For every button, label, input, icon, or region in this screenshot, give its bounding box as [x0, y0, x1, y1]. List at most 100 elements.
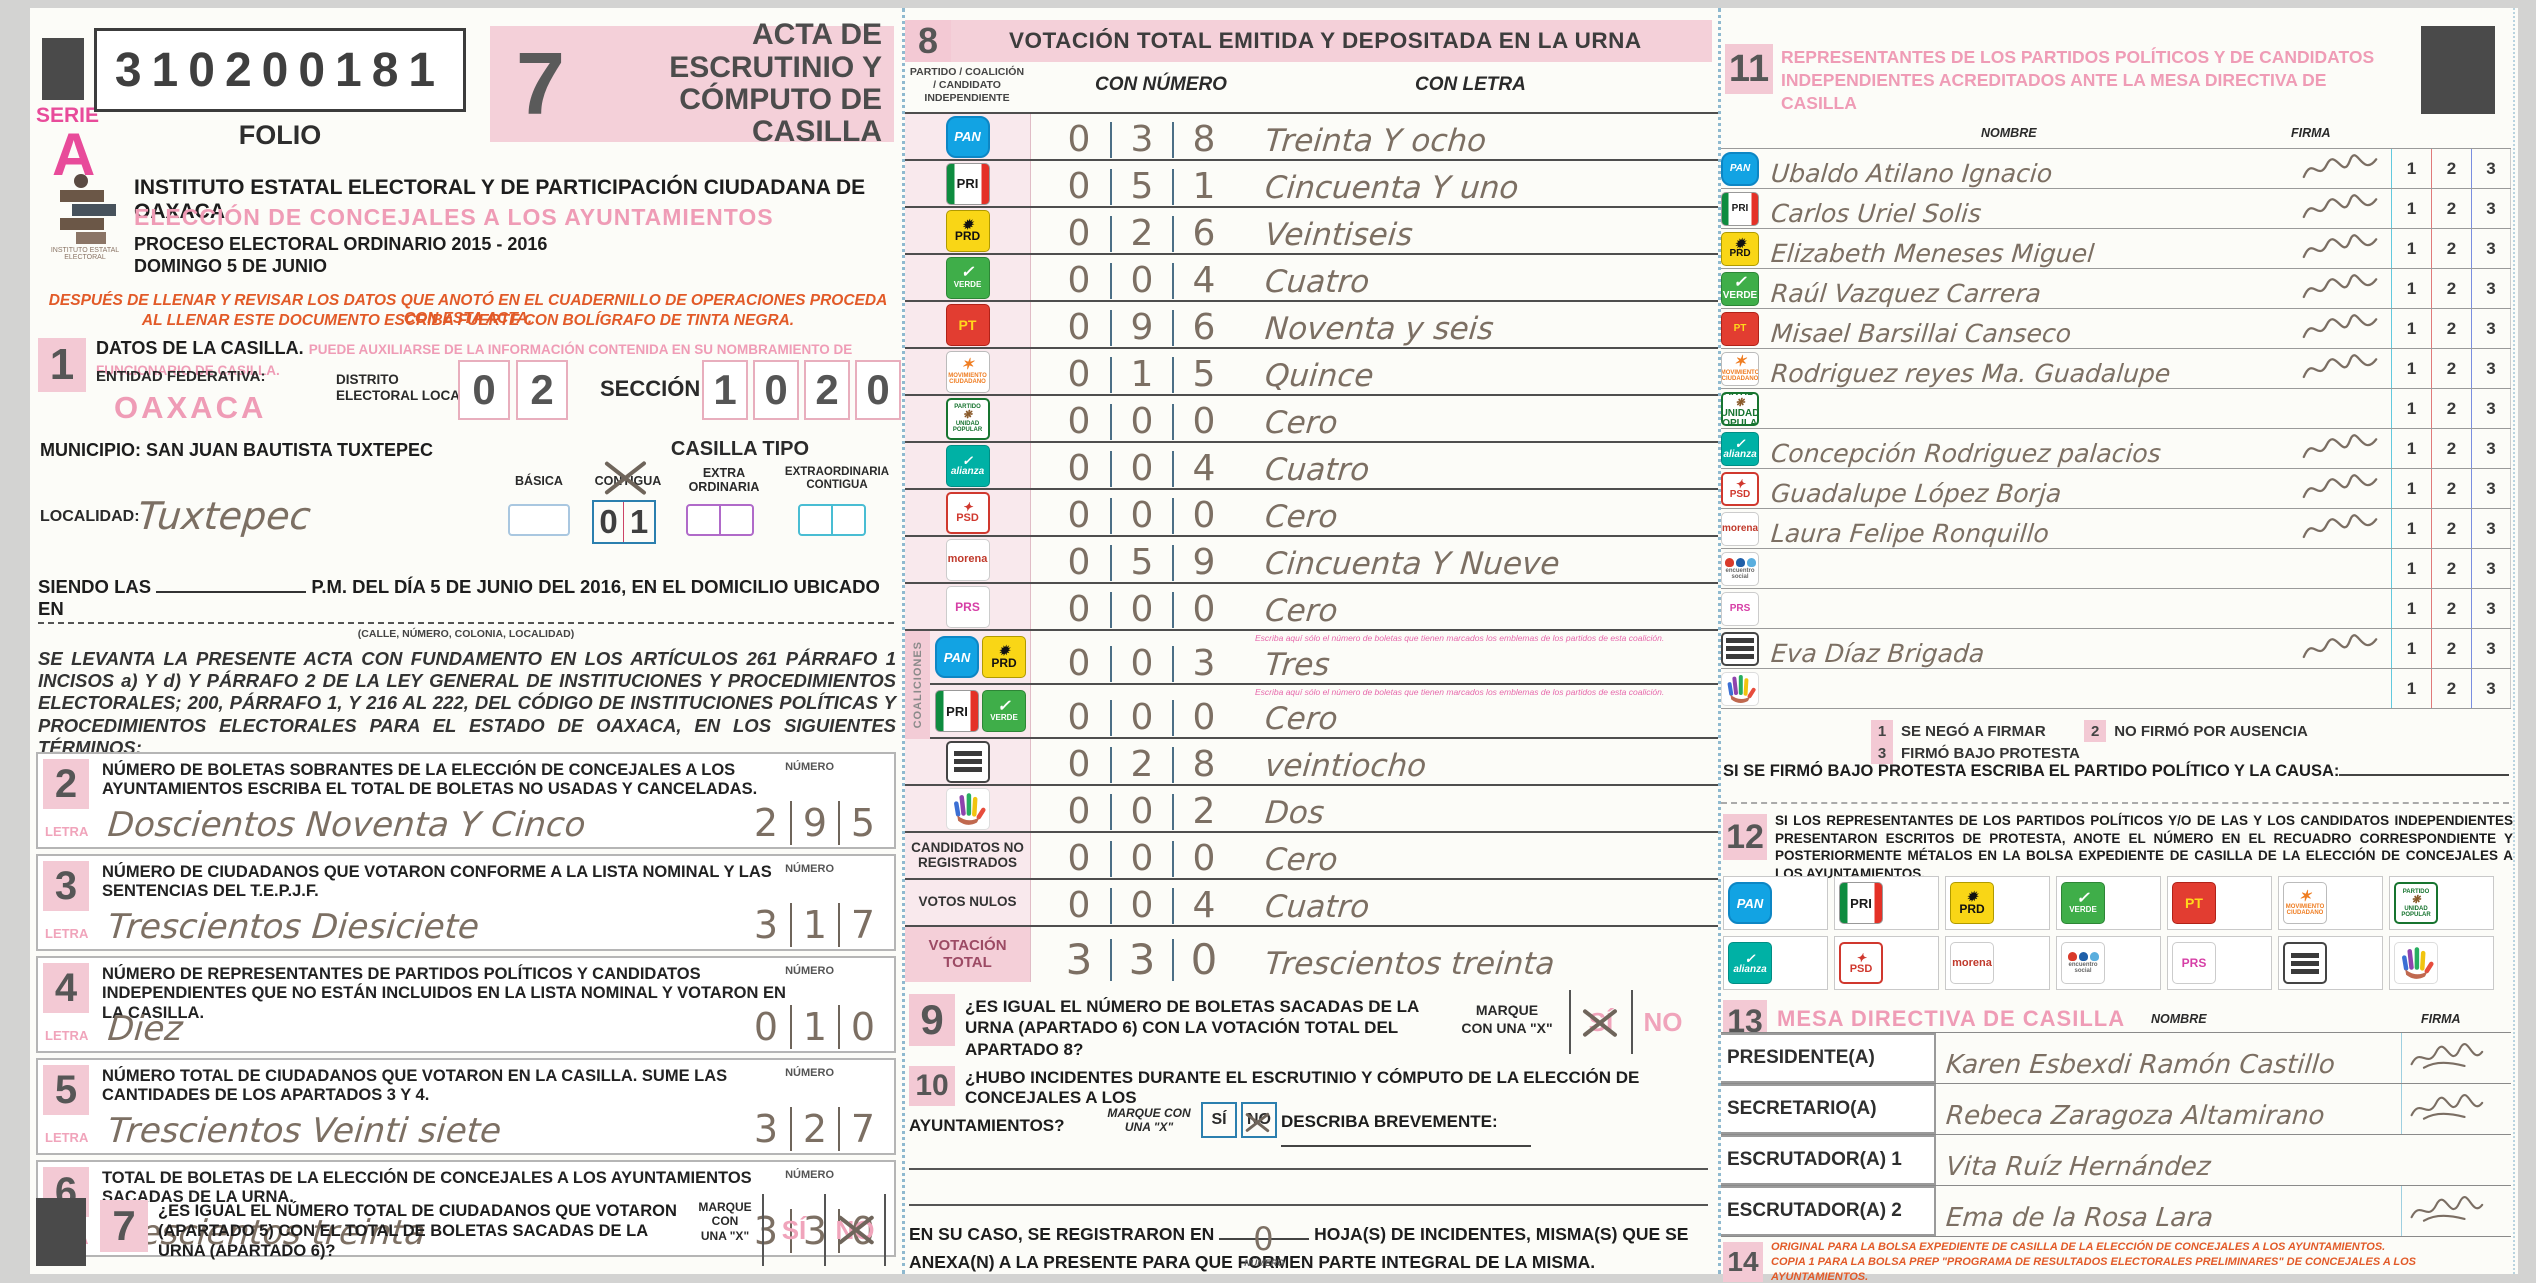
- count-section: 6 TOTAL DE BOLETAS DE LA ELECCIÓN DE CON…: [36, 1160, 896, 1257]
- protest-count-cell: ✦ PSD: [1834, 936, 1939, 990]
- prs-logo: PRS: [2172, 942, 2216, 984]
- rep-name: [1771, 626, 2391, 628]
- votes-letra-cell: Escriba aquí sólo el número de boletas q…: [1251, 396, 1718, 441]
- votes-letra-cell: Escriba aquí sólo el número de boletas q…: [1251, 349, 1718, 394]
- party-cell: [905, 739, 1031, 784]
- count-text: NÚMERO DE BOLETAS SOBRANTES DE LA ELECCI…: [102, 761, 758, 799]
- rep-name: Ubaldo Atilano Ignacio: [1769, 161, 2054, 188]
- rep-signature: [2296, 469, 2391, 508]
- votes-letra-cell: Escriba aquí sólo el número de boletas q…: [1251, 490, 1718, 535]
- protest-logo-grid: PAN PRI ✹ PRD ✓ VERDE PT ✶ MOVIMIENTO CIUDA…: [1723, 876, 2515, 990]
- numero-label: NÚMERO: [785, 1169, 834, 1181]
- party-cell: PAN: [905, 114, 1031, 159]
- protest-count-cell: PRI: [1834, 876, 1939, 930]
- votes-letra-value: Cuatro: [1263, 889, 1371, 925]
- rep-signature: [2296, 149, 2391, 188]
- party-cell: PRI: [905, 161, 1031, 206]
- seccion-digit: 0: [753, 360, 799, 420]
- section1-title-text: DATOS DE LA CASILLA.: [96, 338, 304, 358]
- votes-row: PARTIDO❋UNIDAD POPULAR 000 Escriba aquí …: [905, 396, 1718, 443]
- protest-count-cell: ✓ VERDE: [2056, 876, 2161, 930]
- representative-row: PARTIDO❋UNIDAD POPULAR 123: [1721, 389, 2511, 429]
- municipio-value: SAN JUAN BAUTISTA TUXTEPEC: [146, 440, 434, 460]
- section1-title-note: PUEDE AUXILIARSE DE LA INFORMACIÓN CONTE…: [96, 342, 853, 378]
- party-cell: [905, 786, 1031, 831]
- localidad-label: LOCALIDAD:: [40, 508, 140, 525]
- votes-letra-cell: Escriba aquí sólo el número de boletas q…: [1251, 685, 1718, 737]
- copies-list: ORIGINAL PARA LA BOLSA EXPEDIENTE DE CAS…: [1771, 1240, 2513, 1283]
- firma-header: FIRMA: [2291, 126, 2331, 140]
- folio-label: FOLIO: [238, 120, 322, 150]
- mc-logo: ✶ MOVIMIENTO CIUDADANO: [2283, 882, 2327, 924]
- entidad-value: OAXACA: [114, 390, 267, 425]
- votes-letra-cell: Escriba aquí sólo el número de boletas q…: [1251, 833, 1718, 878]
- pri-logo: PRI: [945, 162, 990, 205]
- legend-item: 3 FIRMÓ BAJO PROTESTA: [1871, 742, 2080, 764]
- party-cell: CANDIDATOS NO REGISTRADOS: [905, 833, 1031, 878]
- rep-name: Laura Felipe Ronquillo: [1769, 521, 2051, 548]
- rep-signature: [2296, 429, 2391, 468]
- col-party-header: PARTIDO / COALICIÓN / CANDIDATO INDEPEND…: [909, 66, 1025, 105]
- pt-logo: PT: [945, 303, 990, 346]
- section8-title: VOTACIÓN TOTAL EMITIDA Y DEPOSITADA EN L…: [1009, 28, 1642, 53]
- siendo-post: P.M. DEL DÍA 5 DE JUNIO DEL 2016, EN EL …: [38, 576, 880, 619]
- votes-letra-cell: Escriba aquí sólo el número de boletas q…: [1251, 161, 1718, 206]
- municipio-line: MUNICIPIO: SAN JUAN BAUTISTA TUXTEPEC: [40, 440, 433, 461]
- count-text: NÚMERO DE CIUDADANOS QUE VOTARON CONFORM…: [102, 863, 772, 901]
- official-signature: [2401, 1084, 2511, 1134]
- psd-logo: ✦ PSD: [945, 491, 990, 534]
- protest-count-cell: PRS: [2167, 936, 2272, 990]
- votes-letra-value: Treinta Y ocho: [1263, 123, 1488, 159]
- pup-logo: PARTIDO❋UNIDAD POPULAR: [1721, 391, 1759, 426]
- nombre-header: NOMBRE: [1981, 126, 2037, 140]
- votes-letra-value: Cero: [1263, 701, 1340, 737]
- votes-letra-cell: Escriba aquí sólo el número de boletas q…: [1251, 584, 1718, 629]
- official-row: SECRETARIO(A) Rebeca Zaragoza Altamirano: [1721, 1084, 2511, 1135]
- section9-question: ¿ES IGUAL EL NÚMERO DE BOLETAS SACADAS D…: [965, 997, 1419, 1059]
- section10-no-box: NO: [1241, 1102, 1277, 1138]
- panal-logo: ✓ alianza: [1721, 431, 1759, 466]
- count-section: 4 NÚMERO DE REPRESENTANTES DE PARTIDOS P…: [36, 956, 896, 1053]
- protest-count-cell: [2278, 936, 2383, 990]
- election-title: ELECCIÓN DE CONCEJALES A LOS AYUNTAMIENT…: [134, 204, 774, 230]
- process-line: PROCESO ELECTORAL ORDINARIO 2015 - 2016: [134, 234, 548, 254]
- party-cell: VOTOS NULOS: [905, 880, 1031, 925]
- rep-party-cell: ✶ MOVIMIENTO CIUDADANO: [1721, 349, 1771, 388]
- prs-logo: PRS: [1721, 591, 1759, 626]
- count-text: TOTAL DE BOLETAS DE LA ELECCIÓN DE CONCE…: [102, 1169, 752, 1207]
- distrito-digits: 0 2: [458, 360, 568, 420]
- votes-letra-cell: Escriba aquí sólo el número de boletas q…: [1251, 927, 1718, 982]
- protest-count-cell: [2389, 936, 2494, 990]
- party-cell: PARTIDO ❋ UNIDAD POPULAR: [905, 396, 1031, 441]
- incidents-count-value: 0: [1253, 1220, 1274, 1258]
- rep-signature: [2296, 509, 2391, 548]
- rep-name: Raúl Vazquez Carrera: [1769, 281, 2043, 308]
- numero-label: NÚMERO: [785, 965, 834, 977]
- coalition-note: Escriba aquí sólo el número de boletas q…: [1255, 633, 1665, 643]
- letra-label: LETRA: [45, 1130, 89, 1145]
- rep-party-cell: PRS: [1721, 589, 1771, 628]
- official-name: Ema de la Rosa Lara: [1944, 1203, 2215, 1233]
- party-cell: PT: [905, 302, 1031, 347]
- letra-label: LETRA: [45, 824, 89, 839]
- acta-title-band: 7 ACTA DE ESCRUTINIO Y CÓMPUTO DE CASILL…: [490, 19, 894, 148]
- counts-list: 2 NÚMERO DE BOLETAS SOBRANTES DE LA ELEC…: [36, 752, 896, 1262]
- rep-name: Rodriguez reyes Ma. Guadalupe: [1769, 361, 2172, 388]
